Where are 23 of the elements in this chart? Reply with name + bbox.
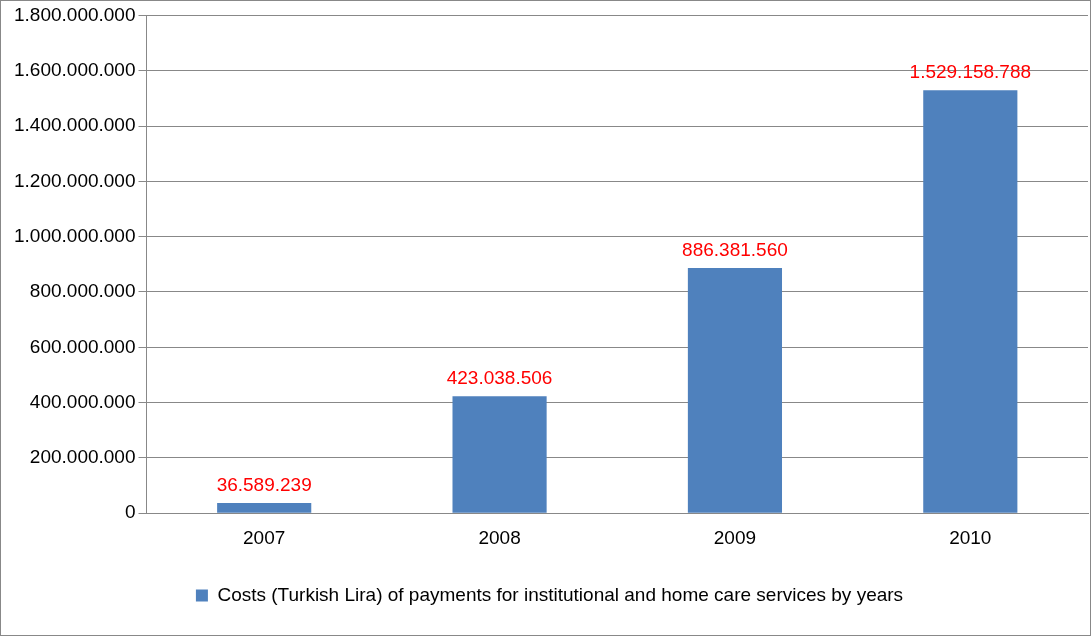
y-tick-label: 1.600.000.000 [13,58,136,80]
y-tick-label: 1.800.000.000 [13,3,136,25]
bar [452,396,547,513]
bar [217,503,312,513]
x-tick-label: 2010 [949,526,992,548]
y-tick-label: 400.000.000 [29,390,136,412]
y-tick-label: 200.000.000 [29,446,136,468]
y-tick-label: 1.200.000.000 [13,169,136,191]
bar [923,90,1018,513]
y-tick-label: 600.000.000 [29,335,136,357]
x-tick-label: 2009 [713,526,757,548]
data-label: 36.589.239 [216,473,312,495]
y-tick-label: 1.400.000.000 [13,114,136,136]
y-tick-label: 800.000.000 [29,280,136,302]
data-label: 1.529.158.788 [909,61,1032,83]
data-label: 423.038.506 [446,366,553,388]
x-tick-label: 2008 [478,526,521,548]
y-tick-label: 1.000.000.000 [13,224,136,246]
x-tick-label: 2007 [243,526,286,548]
legend-label: Costs (Turkish Lira) of payments for institutional and home care services by years [217,583,904,605]
y-tick-label: 0 [124,501,136,523]
bar [687,268,783,513]
data-label: 886.381.560 [682,238,788,260]
